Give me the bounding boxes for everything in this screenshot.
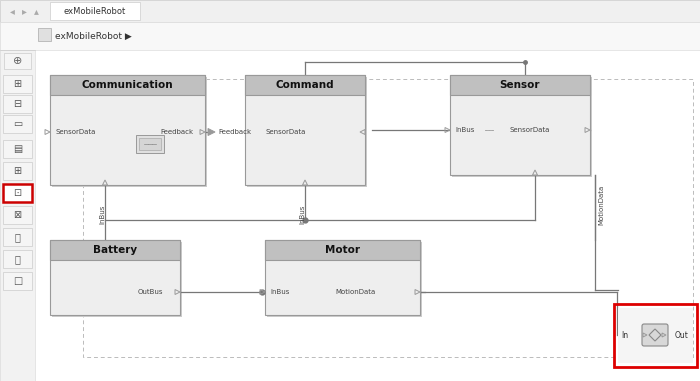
Text: ▤: ▤	[13, 144, 22, 154]
Text: ⊕: ⊕	[13, 56, 22, 66]
Bar	[245, 75, 365, 185]
Bar	[617, 307, 692, 362]
Text: InBus: InBus	[455, 127, 475, 133]
Text: Feedback: Feedback	[160, 129, 193, 135]
Text: exMobileRobot: exMobileRobot	[64, 6, 126, 16]
Bar	[0, 22, 700, 50]
Text: MotionData: MotionData	[598, 185, 604, 225]
Text: ⓐ: ⓐ	[15, 254, 20, 264]
Text: Communication: Communication	[82, 80, 174, 90]
Text: Battery: Battery	[93, 245, 137, 255]
Text: ▸: ▸	[22, 6, 27, 16]
Bar	[450, 75, 590, 95]
Bar	[139, 138, 161, 150]
Text: □: □	[13, 276, 22, 286]
Bar	[50, 240, 180, 315]
Text: ⊠: ⊠	[13, 210, 22, 220]
Text: Command: Command	[276, 80, 335, 90]
Text: ⊟: ⊟	[13, 99, 22, 109]
Bar	[136, 135, 164, 153]
Text: ⓘ: ⓘ	[15, 232, 20, 242]
Bar	[3, 228, 32, 246]
Bar	[452, 77, 592, 177]
Polygon shape	[208, 128, 215, 136]
Bar	[50, 240, 180, 260]
Bar	[3, 140, 32, 158]
Bar	[3, 250, 32, 268]
Text: Out: Out	[675, 330, 689, 339]
Bar	[613, 304, 696, 367]
Text: OutBus: OutBus	[138, 289, 164, 295]
Text: Feedback: Feedback	[218, 129, 251, 135]
Text: SensorData: SensorData	[55, 129, 95, 135]
Bar	[245, 75, 365, 95]
Bar	[38, 28, 51, 41]
Text: ⊡: ⊡	[13, 188, 22, 198]
Bar	[0, 0, 700, 22]
Text: InBus: InBus	[299, 205, 305, 224]
Text: SensorData: SensorData	[265, 129, 305, 135]
Text: exMobileRobot ▶: exMobileRobot ▶	[55, 32, 132, 40]
Text: ⊞: ⊞	[13, 166, 22, 176]
Bar	[50, 75, 205, 185]
Bar	[52, 242, 182, 317]
Bar	[50, 75, 205, 95]
Text: ⊞: ⊞	[13, 79, 22, 89]
Bar	[0, 50, 35, 381]
Bar	[3, 75, 32, 93]
Bar	[83, 79, 693, 357]
Bar	[3, 272, 32, 290]
Text: In: In	[622, 330, 629, 339]
Bar	[267, 242, 422, 317]
Text: InBus: InBus	[99, 205, 105, 224]
Text: SensorData: SensorData	[510, 127, 550, 133]
Text: InBus: InBus	[270, 289, 289, 295]
Bar	[3, 162, 32, 180]
Text: ▴: ▴	[34, 6, 38, 16]
Bar	[3, 184, 32, 202]
Bar	[265, 240, 420, 315]
Bar	[3, 95, 32, 113]
Text: Sensor: Sensor	[500, 80, 540, 90]
Bar	[3, 115, 32, 133]
Bar	[450, 75, 590, 175]
Text: MotionData: MotionData	[335, 289, 375, 295]
FancyBboxPatch shape	[642, 324, 668, 346]
Bar	[247, 77, 367, 187]
Bar	[3, 206, 32, 224]
Text: ◂: ◂	[10, 6, 15, 16]
Bar	[52, 77, 207, 187]
Text: ▭: ▭	[13, 119, 22, 129]
Text: Motor: Motor	[325, 245, 360, 255]
Bar	[35, 50, 700, 381]
Bar	[50, 2, 140, 20]
Bar	[265, 240, 420, 260]
Bar	[4, 53, 31, 69]
